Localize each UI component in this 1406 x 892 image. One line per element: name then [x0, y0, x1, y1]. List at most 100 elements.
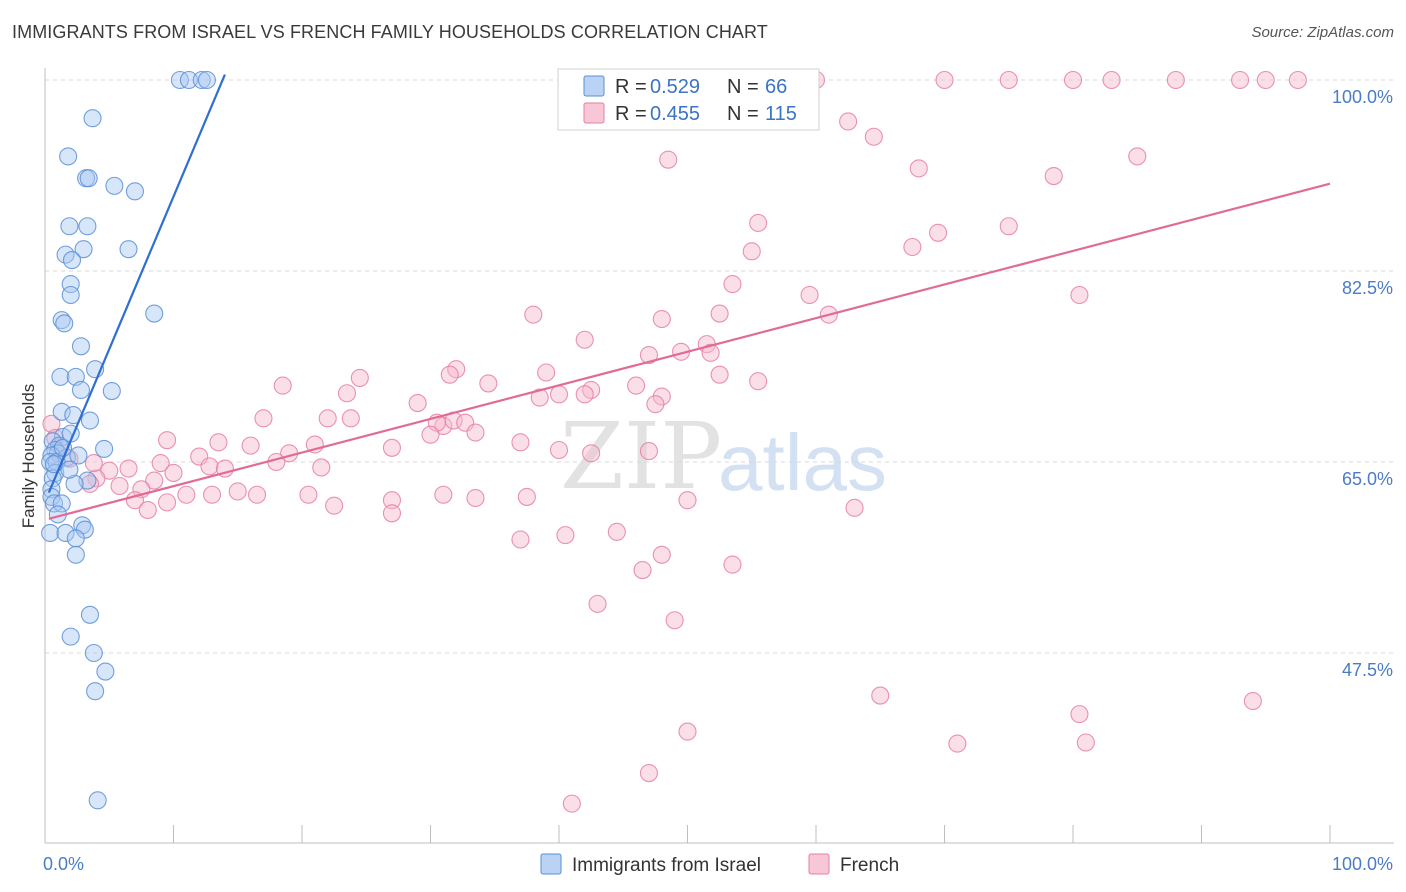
data-point: [1063, 70, 1083, 90]
data-point: [639, 345, 659, 365]
data-point: [646, 395, 665, 414]
y-tick-label: 82.5%: [1342, 278, 1393, 298]
data-point: [549, 385, 569, 404]
data-point: [74, 240, 93, 259]
data-point: [742, 242, 761, 261]
legend-series-name: Immigrants from Israel: [572, 855, 761, 876]
data-point: [312, 458, 331, 477]
data-point: [71, 380, 91, 400]
data-point: [556, 526, 575, 545]
data-point: [678, 491, 697, 510]
data-point: [267, 452, 286, 472]
legend-r-value: 0.529: [650, 76, 700, 98]
legend-swatch: [808, 853, 830, 875]
data-point: [839, 112, 858, 131]
data-point: [948, 734, 967, 753]
data-point: [55, 314, 74, 333]
legend-swatch: [583, 102, 605, 124]
data-point: [209, 433, 228, 452]
data-point: [659, 150, 678, 169]
data-point: [909, 159, 928, 178]
data-point: [665, 611, 684, 630]
data-point: [929, 223, 948, 242]
data-point: [511, 530, 530, 549]
data-point: [247, 485, 267, 504]
data-point: [440, 365, 459, 384]
tick-labels: 100.0% 82.5% 65.0% 47.5% 0.0% 100.0%: [43, 87, 1393, 874]
data-point: [52, 311, 71, 330]
data-point: [80, 474, 100, 493]
data-point: [158, 493, 177, 512]
legend-r-label: R =: [615, 103, 647, 125]
y-tick-label: 47.5%: [1342, 660, 1393, 680]
data-point: [652, 545, 671, 564]
legend-n-value: 66: [765, 76, 787, 98]
data-point: [61, 627, 80, 646]
data-point: [151, 454, 170, 473]
data-point: [318, 409, 337, 428]
data-point: [228, 482, 247, 501]
data-point: [1231, 70, 1250, 90]
data-point: [273, 376, 292, 395]
trend-lines: [47, 74, 1331, 520]
data-point: [200, 457, 219, 476]
data-point: [1256, 70, 1275, 90]
data-point: [1102, 70, 1121, 90]
data-point: [44, 494, 64, 513]
data-point: [119, 459, 138, 478]
data-point: [61, 275, 80, 294]
data-point: [999, 70, 1018, 90]
data-point: [652, 387, 671, 406]
data-point: [524, 305, 543, 324]
data-point: [61, 285, 80, 305]
data-point: [84, 643, 103, 663]
data-point: [903, 237, 922, 257]
data-point: [177, 485, 196, 504]
data-point: [102, 382, 121, 401]
data-point: [382, 504, 402, 523]
data-point: [241, 436, 260, 455]
data-point: [119, 240, 138, 259]
legend-swatch: [583, 75, 605, 97]
legend-swatch: [540, 853, 562, 875]
x-tick-label: 0.0%: [43, 854, 84, 874]
data-point: [582, 444, 601, 463]
data-point: [639, 764, 659, 783]
data-point: [65, 474, 84, 493]
watermark: atlas: [718, 418, 887, 507]
data-point: [62, 251, 82, 270]
data-point: [382, 438, 402, 457]
y-tick-label: 65.0%: [1342, 469, 1393, 489]
bottom-legend: Immigrants from Israel French: [540, 853, 899, 876]
data-point: [607, 522, 626, 541]
data-point: [1070, 285, 1089, 305]
data-point: [1076, 733, 1095, 752]
data-point: [511, 433, 530, 452]
data-point: [69, 446, 88, 465]
data-point: [749, 372, 768, 391]
data-point: [84, 454, 103, 473]
legend-r-label: R =: [615, 76, 647, 98]
data-point: [421, 425, 440, 444]
data-point: [66, 529, 85, 548]
data-point: [382, 491, 402, 510]
data-point: [325, 496, 344, 515]
data-point: [145, 471, 164, 490]
data-point: [96, 662, 115, 681]
data-point: [562, 794, 581, 813]
data-point: [179, 70, 198, 90]
data-point: [530, 388, 549, 407]
legend-n-label: N =: [727, 103, 759, 125]
data-point: [588, 594, 607, 613]
data-point: [627, 376, 646, 395]
data-point: [60, 217, 79, 236]
data-point: [1128, 147, 1147, 166]
data-point: [138, 500, 157, 520]
data-point: [78, 217, 97, 236]
data-point: [42, 414, 61, 433]
chart-title: IMMIGRANTS FROM ISRAEL VS FRENCH FAMILY …: [12, 22, 768, 42]
data-point: [1288, 70, 1307, 90]
trend-line: [48, 182, 1331, 520]
data-point: [299, 485, 318, 504]
